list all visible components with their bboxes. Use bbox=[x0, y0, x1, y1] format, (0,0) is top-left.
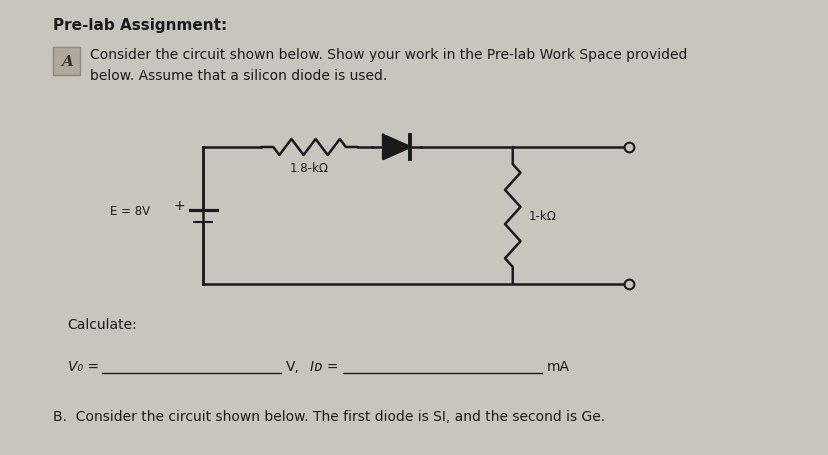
Text: Iᴅ =: Iᴅ = bbox=[309, 359, 338, 373]
Text: Pre-lab Assignment:: Pre-lab Assignment: bbox=[53, 18, 227, 33]
Text: E = 8V: E = 8V bbox=[109, 205, 150, 217]
Polygon shape bbox=[383, 136, 410, 160]
Text: +: + bbox=[173, 199, 185, 213]
Text: A: A bbox=[60, 55, 73, 69]
Text: 1-kΩ: 1-kΩ bbox=[527, 210, 556, 222]
Text: V₀ =: V₀ = bbox=[68, 359, 99, 373]
Text: Calculate:: Calculate: bbox=[68, 317, 137, 331]
Text: 1.8-kΩ: 1.8-kΩ bbox=[290, 162, 329, 175]
Text: V,: V, bbox=[285, 359, 299, 373]
Bar bbox=[53, 48, 80, 76]
Text: mA: mA bbox=[546, 359, 569, 373]
Text: Consider the circuit shown below. Show your work in the Pre-lab Work Space provi: Consider the circuit shown below. Show y… bbox=[90, 48, 686, 82]
Text: B.  Consider the circuit shown below. The first diode is SI, and the second is G: B. Consider the circuit shown below. The… bbox=[53, 409, 604, 423]
